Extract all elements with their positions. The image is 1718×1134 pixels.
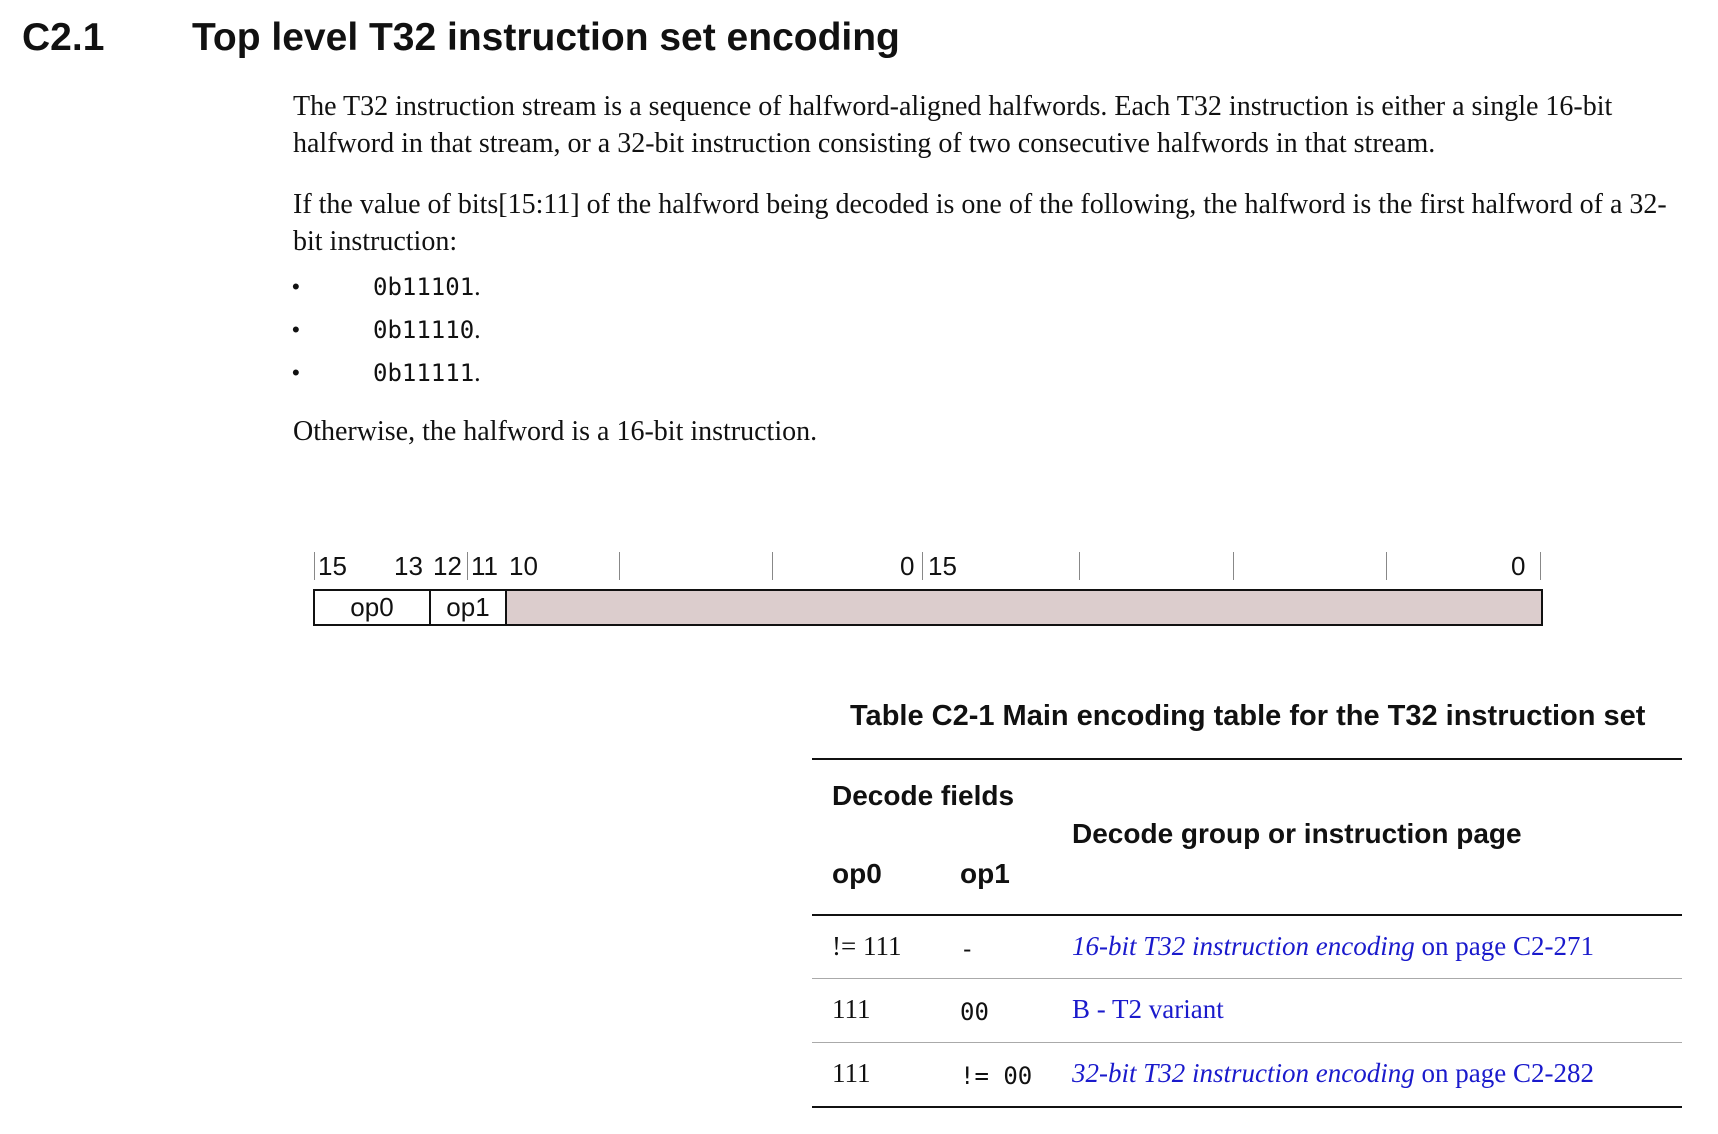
- table-header-rule: [812, 914, 1682, 916]
- condition-paragraph: If the value of bits[15:11] of the halfw…: [293, 189, 1667, 257]
- bullet-punct: .: [474, 315, 481, 344]
- bit-label-10: 10: [509, 551, 538, 581]
- cell-op1: 00: [960, 998, 989, 1026]
- link-16bit-encoding[interactable]: 16-bit T32 instruction encoding on page …: [1072, 931, 1594, 962]
- cell-op1: -: [960, 935, 975, 963]
- link-suffix[interactable]: on page C2-271: [1414, 931, 1594, 961]
- cell-op0: 111: [832, 994, 871, 1024]
- link-32bit-encoding[interactable]: 32-bit T32 instruction encoding on page …: [1072, 1058, 1594, 1089]
- bullet-punct: .: [474, 358, 481, 387]
- bit-tick: [619, 552, 620, 580]
- field-remaining: [505, 589, 1543, 626]
- field-op0: op0: [313, 589, 431, 626]
- header-decode-fields: Decode fields: [832, 780, 1015, 811]
- bit-tick: [1386, 552, 1387, 580]
- header-op1: op1: [960, 858, 1010, 889]
- row-divider: [812, 1042, 1682, 1043]
- bullet-value: 0b11101: [373, 273, 475, 301]
- cell-op0: 111: [832, 1058, 871, 1088]
- link-b-t2-variant[interactable]: B - T2 variant: [1072, 994, 1224, 1025]
- bullet-value: 0b11111: [373, 359, 475, 387]
- bit-label-15-second: 15: [928, 551, 957, 581]
- bit-tick: [772, 552, 773, 580]
- bit-label-12: 12: [433, 551, 462, 581]
- row-divider: [812, 978, 1682, 979]
- bullet-icon: •: [292, 317, 300, 342]
- link-suffix[interactable]: on page C2-282: [1414, 1058, 1594, 1088]
- bullet-icon: •: [292, 274, 300, 299]
- link-text[interactable]: 16-bit T32 instruction encoding: [1072, 931, 1415, 961]
- table-top-rule: [812, 758, 1682, 760]
- header-decode-group: Decode group or instruction page: [1072, 818, 1522, 849]
- bullet-value: 0b11110: [373, 316, 475, 344]
- header-op0: op0: [832, 858, 882, 889]
- bullet-punct: .: [474, 272, 481, 301]
- section-title: Top level T32 instruction set encoding: [192, 16, 900, 59]
- bullet-icon: •: [292, 360, 300, 385]
- bit-label-13: 13: [394, 551, 423, 581]
- table-bottom-rule: [812, 1106, 1682, 1108]
- bit-label-15: 15: [318, 551, 347, 581]
- field-op1: op1: [429, 589, 507, 626]
- bit-tick: [467, 552, 468, 580]
- bit-label-0-second: 0: [1511, 551, 1526, 581]
- bit-tick: [922, 552, 923, 580]
- section-number: C2.1: [22, 16, 105, 59]
- bit-tick: [1079, 552, 1080, 580]
- link-text[interactable]: 32-bit T32 instruction encoding: [1072, 1058, 1415, 1088]
- section-heading: C2.1 Top level T32 instruction set encod…: [0, 16, 1718, 66]
- table-caption: Table C2-1 Main encoding table for the T…: [850, 700, 1646, 732]
- cell-op1: != 00: [960, 1062, 1033, 1090]
- otherwise-paragraph: Otherwise, the halfword is a 16-bit inst…: [293, 416, 818, 447]
- bit-tick: [314, 552, 315, 580]
- bit-tick: [1233, 552, 1234, 580]
- intro-paragraph: The T32 instruction stream is a sequence…: [293, 91, 1613, 159]
- link-text[interactable]: B - T2 variant: [1072, 994, 1224, 1024]
- bit-tick: [1540, 552, 1541, 580]
- list-item: • 0b11101.: [0, 268, 1718, 308]
- bit-label-0: 0: [900, 551, 915, 581]
- bit-label-11: 11: [471, 551, 498, 581]
- list-item: • 0b11110.: [0, 311, 1718, 351]
- list-item: • 0b11111.: [0, 354, 1718, 394]
- cell-op0: != 111: [832, 931, 902, 961]
